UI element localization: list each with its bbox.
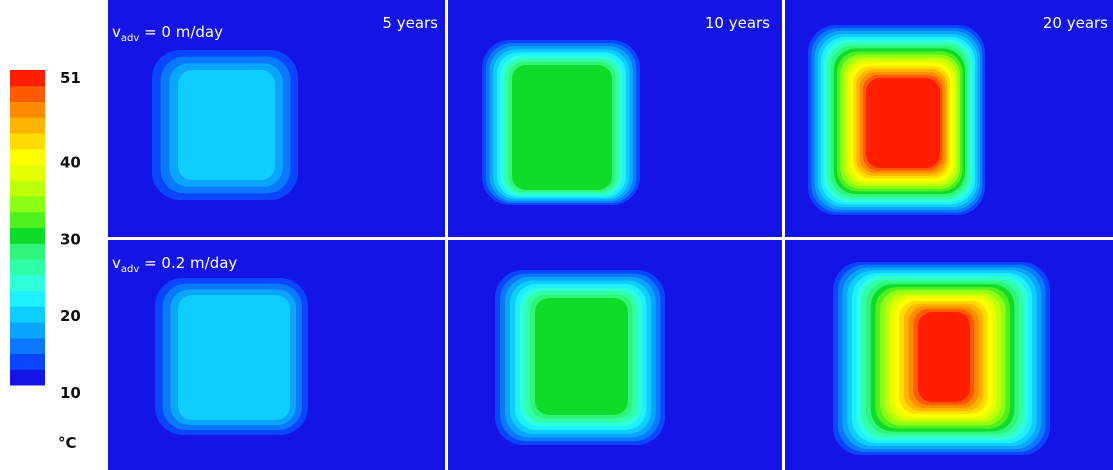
contour-level xyxy=(535,298,628,415)
colorbar-band xyxy=(10,117,45,134)
colorbar-band xyxy=(10,274,45,291)
colorbar-band xyxy=(10,148,45,165)
colorbar-band xyxy=(10,369,45,386)
velocity-label: vadv = 0 m/day xyxy=(112,23,223,44)
contour-level xyxy=(918,312,970,402)
colorbar-band xyxy=(10,133,45,150)
time-label: 10 years xyxy=(705,14,770,32)
colorbar-band xyxy=(10,259,45,276)
colorbar-band xyxy=(10,337,45,354)
colorbar-band xyxy=(10,196,45,213)
contour-level xyxy=(178,70,275,180)
time-label: 5 years xyxy=(382,14,438,32)
contour-level xyxy=(512,65,612,190)
colorbar-band xyxy=(10,227,45,244)
colorbar-band xyxy=(10,243,45,260)
contour-level xyxy=(178,295,290,420)
colorbar-tick: 20 xyxy=(60,307,81,325)
colorbar-band xyxy=(10,322,45,339)
colorbar-band xyxy=(10,164,45,181)
panels xyxy=(108,0,1113,470)
colorbar-band xyxy=(10,70,45,87)
colorbar-band xyxy=(10,290,45,307)
colorbar-band xyxy=(10,353,45,370)
colorbar-tick: 40 xyxy=(60,154,81,172)
colorbar-band xyxy=(10,180,45,197)
colorbar-unit: °C xyxy=(58,434,77,452)
time-label: 20 years xyxy=(1043,14,1108,32)
contour-level xyxy=(866,78,940,168)
colorbar-band xyxy=(10,211,45,228)
colorbar-band xyxy=(10,101,45,118)
velocity-label: vadv = 0.2 m/day xyxy=(112,254,237,275)
colorbar-tick: 30 xyxy=(60,230,81,248)
colorbar-band xyxy=(10,306,45,323)
colorbar-band xyxy=(10,85,45,102)
colorbar-tick: 10 xyxy=(60,384,81,402)
colorbar-tick: 51 xyxy=(60,69,81,87)
